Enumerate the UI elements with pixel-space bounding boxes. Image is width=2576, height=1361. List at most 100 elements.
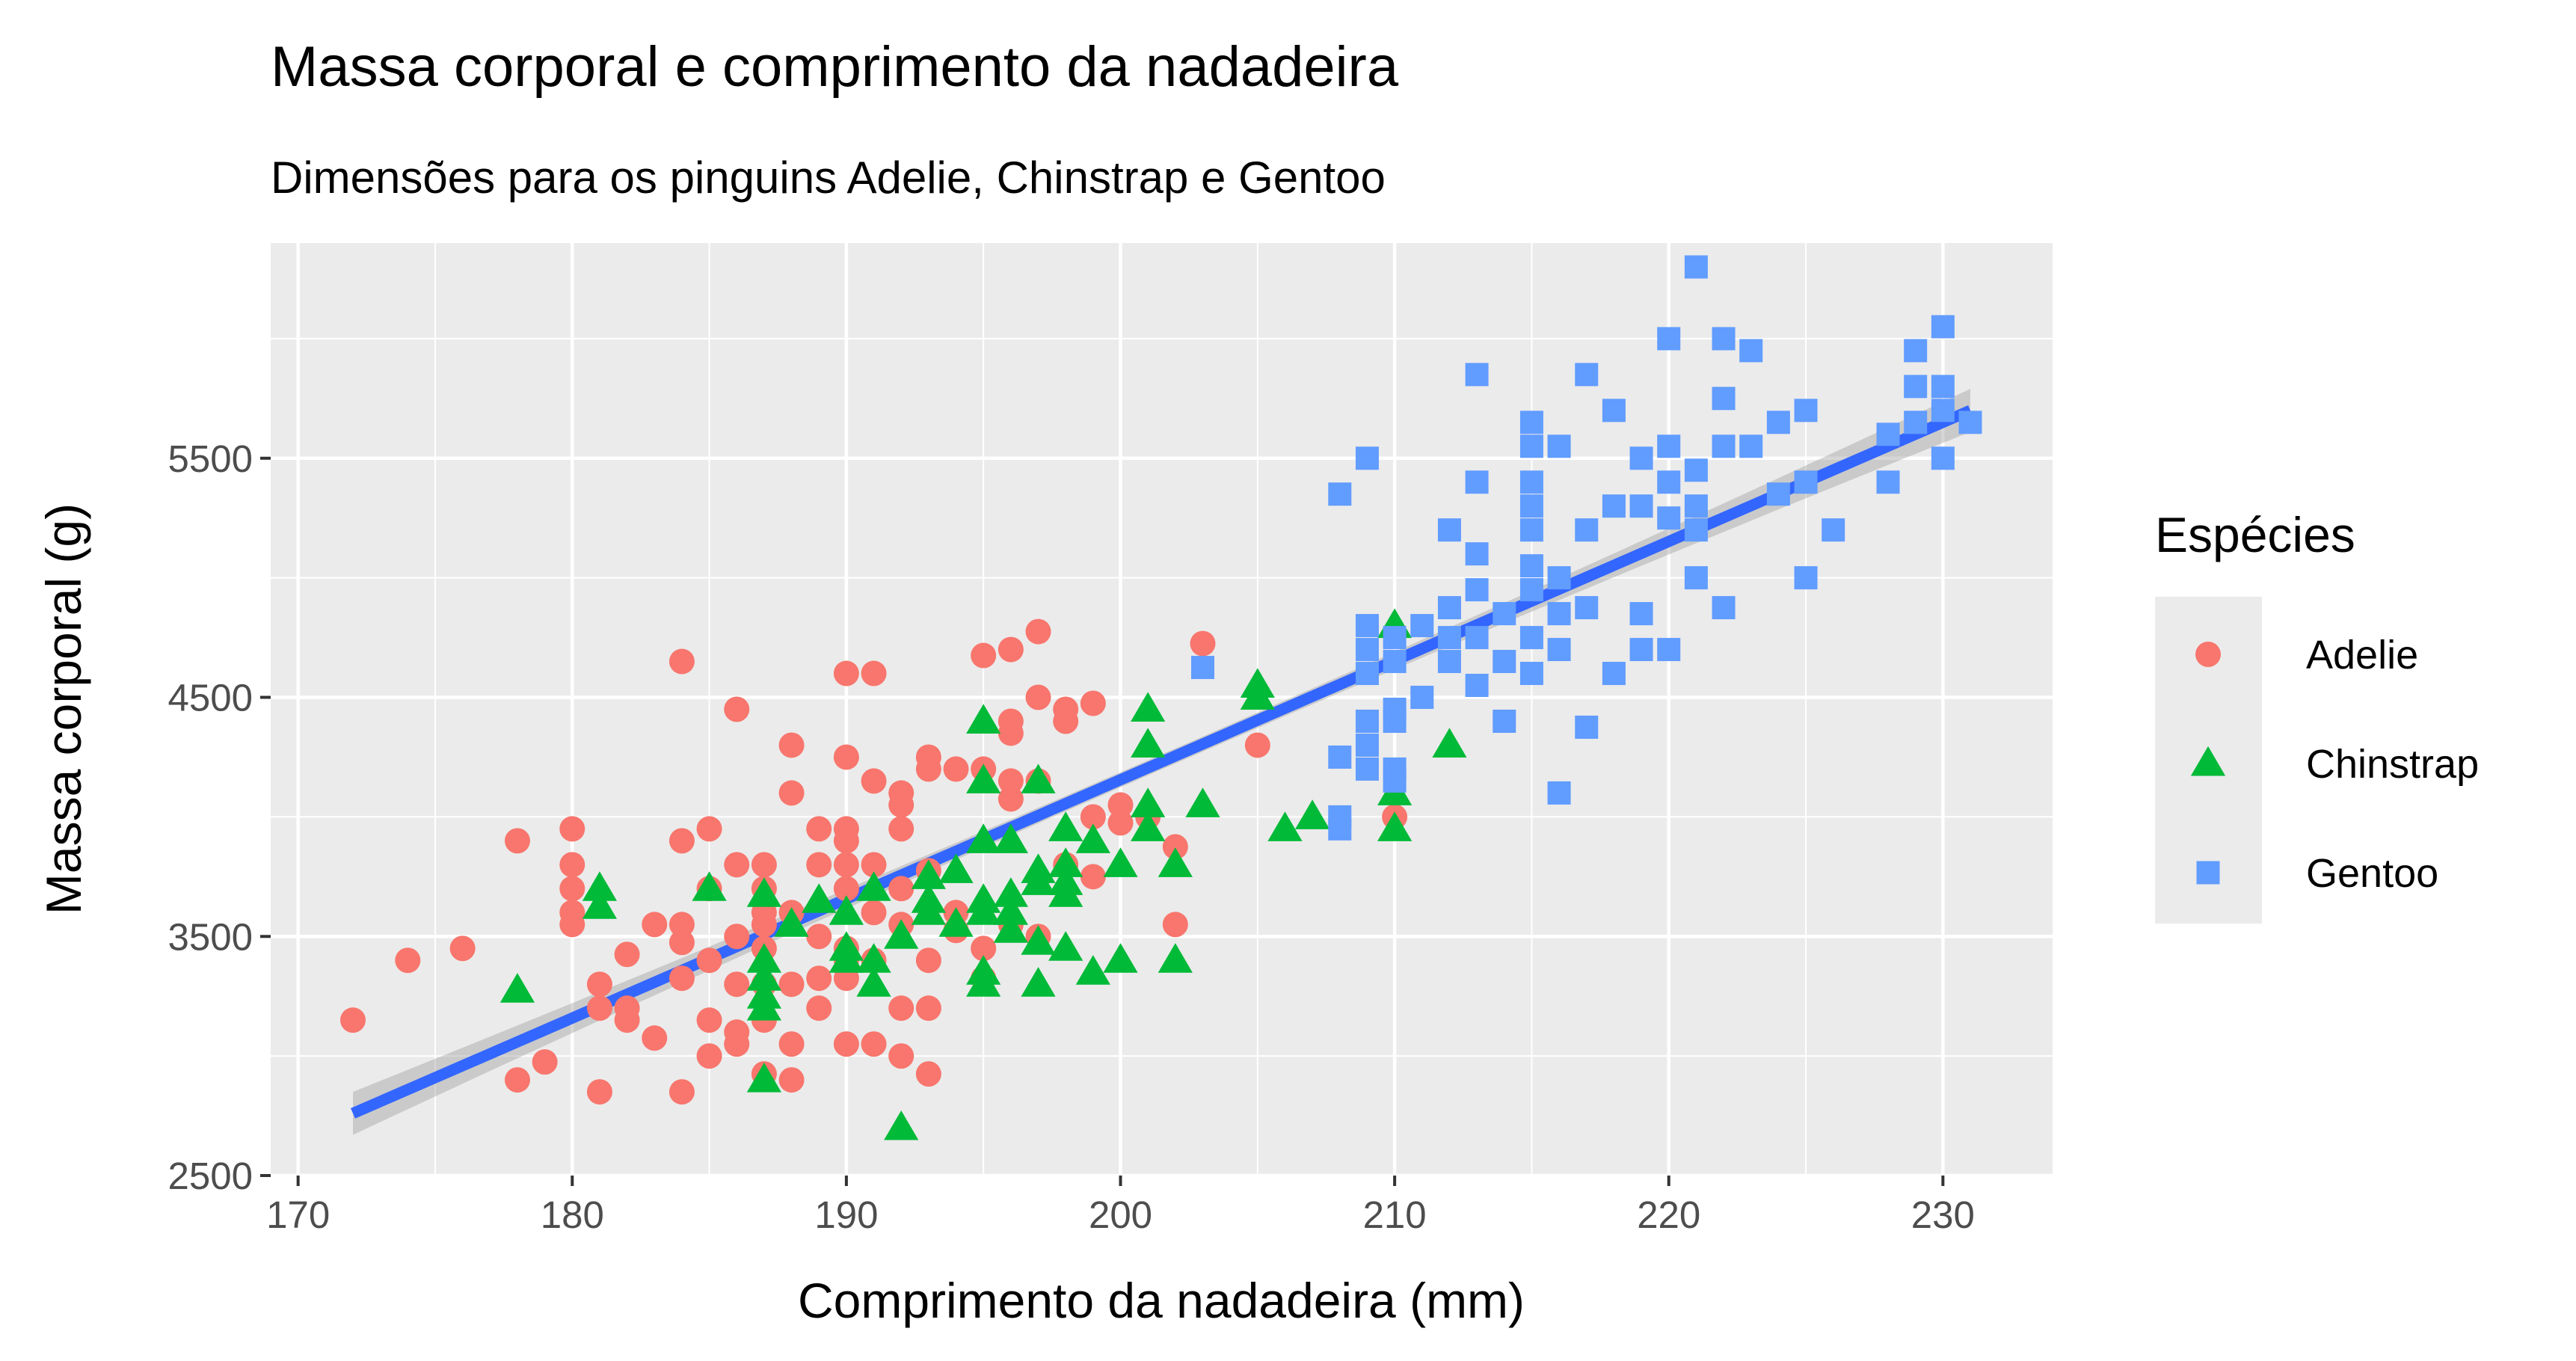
legend-label-chinstrap: Chinstrap (2306, 742, 2479, 787)
gentoo-point (1712, 434, 1736, 458)
gentoo-point (1355, 757, 1379, 781)
chinstrap-point (1048, 931, 1083, 961)
adelie-point (559, 876, 585, 902)
legend-label-gentoo: Gentoo (2306, 851, 2438, 896)
y-tick-label: 5500 (168, 437, 253, 480)
gentoo-point (1383, 769, 1407, 793)
gentoo-point (1547, 602, 1571, 626)
gentoo-point (1876, 470, 1900, 494)
gentoo-point (1383, 650, 1407, 674)
adelie-point (724, 1031, 750, 1057)
adelie-point (1080, 864, 1106, 890)
chinstrap-point (582, 889, 618, 919)
adelie-point (1162, 834, 1188, 860)
adelie-point (586, 1079, 612, 1105)
adelie-point (724, 971, 750, 998)
adelie-point (696, 1043, 722, 1069)
gentoo-point (1712, 387, 1736, 411)
chinstrap-point (1158, 847, 1193, 877)
chinstrap-point (993, 895, 1028, 925)
adelie-point (696, 1007, 722, 1033)
adelie-point (559, 912, 585, 938)
gentoo-point (1383, 709, 1407, 733)
chinstrap-point (966, 823, 1001, 853)
gentoo-point (1493, 709, 1516, 733)
chart-title: Massa corporal e comprimento da nadadeir… (271, 35, 1399, 99)
legend-key-chinstrap (2190, 746, 2226, 776)
gentoo-point (1547, 434, 1571, 458)
adelie-point (833, 828, 859, 854)
y-tick-label: 2500 (168, 1155, 253, 1197)
series-gentoo (1190, 255, 1982, 841)
adelie-point (668, 912, 695, 938)
chinstrap-point (774, 907, 809, 937)
axes: 170 180 190 200 210 220 230 2500 3500 4500 5500 (168, 437, 1975, 1236)
adelie-point (861, 768, 887, 794)
gentoo-point (1602, 399, 1626, 423)
adelie-point (806, 965, 832, 992)
gentoo-point (1519, 470, 1543, 494)
adelie-point (806, 995, 832, 1021)
adelie-point (833, 852, 859, 878)
gentoo-point (1958, 411, 1982, 434)
chinstrap-point (499, 973, 535, 1003)
chinstrap-point (746, 943, 782, 973)
chinstrap-point (1021, 865, 1056, 895)
gentoo-point (1465, 470, 1489, 494)
x-axis-title: Comprimento da nadadeira (mm) (798, 1273, 1525, 1328)
adelie-point (997, 786, 1024, 812)
adelie-point (559, 852, 585, 878)
adelie-point (997, 636, 1024, 663)
adelie-point (833, 1031, 859, 1057)
chinstrap-point (966, 895, 1001, 925)
chinstrap-point (1021, 764, 1056, 793)
chinstrap-point (938, 853, 974, 883)
y-axis-title: Massa corporal (g) (36, 503, 91, 915)
adelie-point (888, 876, 914, 902)
adelie-point (614, 1007, 640, 1033)
adelie-point (888, 995, 914, 1021)
gentoo-point (1684, 494, 1708, 518)
gentoo-point (1410, 686, 1434, 710)
chinstrap-point (966, 764, 1001, 793)
gentoo-point (1931, 375, 1955, 399)
gentoo-point (1575, 518, 1599, 542)
gentoo-point (1437, 518, 1461, 542)
adelie-point (997, 720, 1024, 746)
chinstrap-point (829, 895, 864, 925)
gentoo-point (1519, 518, 1543, 542)
adelie-point (532, 1049, 558, 1075)
gentoo-point (1822, 518, 1845, 542)
x-tick-label: 210 (1363, 1193, 1427, 1236)
adelie-point (668, 648, 695, 675)
gentoo-point (1629, 446, 1653, 470)
adelie-point (586, 995, 612, 1021)
adelie-point (915, 1061, 941, 1087)
gentoo-point (1437, 596, 1461, 620)
adelie-point (943, 756, 969, 782)
gentoo-point (1931, 315, 1955, 339)
gentoo-point (1657, 470, 1681, 494)
chinstrap-point (1131, 692, 1166, 722)
gentoo-point (1794, 566, 1818, 590)
gentoo-point (1931, 399, 1955, 423)
gentoo-point (1465, 542, 1489, 566)
adelie-point (888, 1043, 914, 1069)
chinstrap-point (1131, 728, 1166, 758)
adelie-point (861, 660, 887, 686)
chinstrap-point (1131, 787, 1166, 817)
gentoo-point (1437, 650, 1461, 674)
gentoo-point (1465, 578, 1489, 602)
adelie-point (861, 1031, 887, 1057)
chinstrap-point (582, 871, 618, 901)
gentoo-point (1190, 656, 1214, 680)
adelie-point (971, 936, 997, 962)
gentoo-point (1575, 596, 1599, 620)
gentoo-point (1602, 662, 1626, 686)
gentoo-point (1519, 434, 1543, 458)
gentoo-point (1355, 709, 1379, 733)
adelie-point (504, 1067, 530, 1093)
chinstrap-point (1021, 925, 1056, 955)
chinstrap-point (993, 877, 1028, 907)
y-tick-label: 3500 (168, 915, 253, 958)
